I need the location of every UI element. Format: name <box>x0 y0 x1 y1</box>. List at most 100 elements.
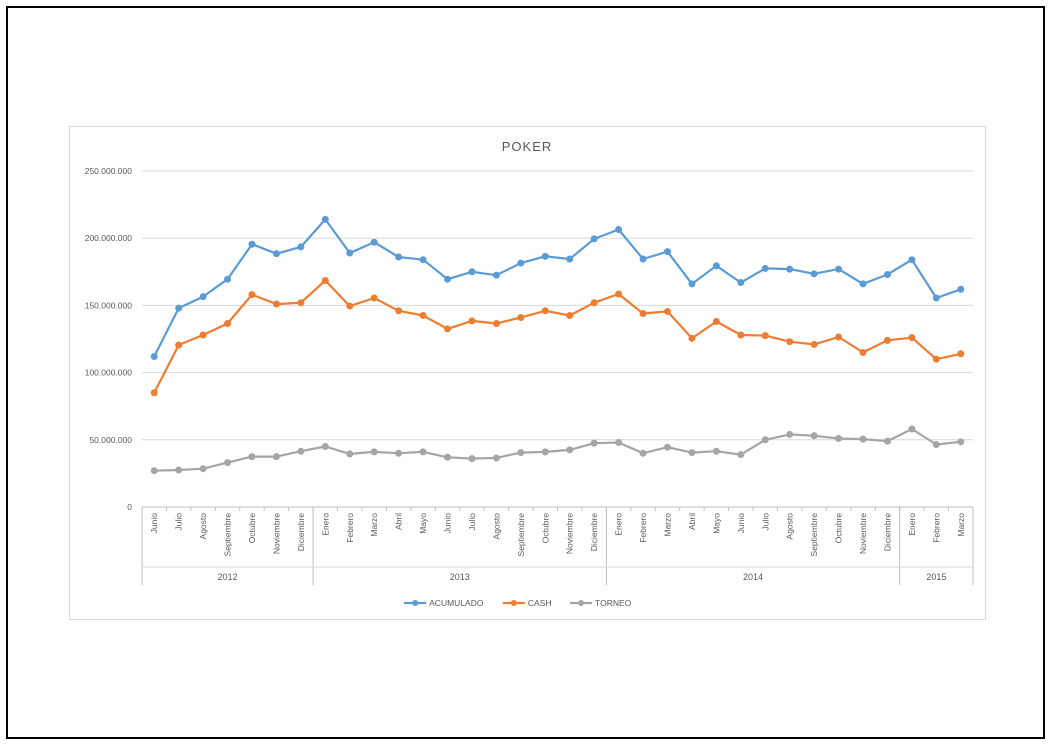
data-point-torneo <box>541 448 549 456</box>
data-point-cash <box>737 331 745 339</box>
x-tick-label: Noviembre <box>565 513 575 554</box>
data-point-torneo <box>957 438 965 446</box>
data-point-cash <box>272 300 280 308</box>
data-point-cash <box>688 334 696 342</box>
x-tick-label: Septiembre <box>516 513 526 557</box>
chart-title: POKER <box>502 139 553 154</box>
x-tick-label: Julio <box>760 513 770 531</box>
data-point-torneo <box>786 430 794 438</box>
data-point-cash <box>908 334 916 342</box>
x-tick-label: Marzo <box>956 513 966 537</box>
data-point-acumulado <box>859 280 867 288</box>
x-tick-label: Enero <box>614 513 624 536</box>
data-point-cash <box>224 320 232 328</box>
data-point-torneo <box>199 465 207 473</box>
data-point-cash <box>248 291 256 299</box>
data-point-torneo <box>810 432 818 440</box>
x-tick-label: Junio <box>443 513 453 534</box>
data-point-cash <box>419 311 427 319</box>
y-tick-label: 200.000.000 <box>85 233 133 243</box>
data-point-acumulado <box>395 253 403 261</box>
data-point-torneo <box>297 447 305 455</box>
x-tick-label: Octubre <box>247 513 257 544</box>
x-tick-label: Marzo <box>369 513 379 537</box>
data-point-torneo <box>566 446 574 454</box>
data-point-torneo <box>419 448 427 456</box>
x-tick-label: Agosto <box>198 513 208 540</box>
legend-label: TORNEO <box>595 598 632 608</box>
data-point-cash <box>468 317 476 325</box>
data-point-torneo <box>395 449 403 457</box>
y-tick-label: 0 <box>127 502 132 512</box>
data-point-torneo <box>468 455 476 463</box>
x-tick-label: Noviembre <box>271 513 281 554</box>
data-point-cash <box>321 277 329 285</box>
data-point-cash <box>639 309 647 317</box>
data-point-torneo <box>370 448 378 456</box>
data-point-acumulado <box>199 293 207 301</box>
data-point-cash <box>517 313 525 321</box>
data-point-cash <box>444 325 452 333</box>
x-tick-label: Junio <box>736 513 746 534</box>
x-tick-label: Febrero <box>638 513 648 543</box>
data-point-torneo <box>248 453 256 461</box>
data-point-acumulado <box>224 275 232 283</box>
data-point-cash <box>590 299 598 307</box>
data-point-torneo <box>883 437 891 445</box>
poker-line-chart: POKER 0 50.000.000 100.000.000 150.000.000 2… <box>85 139 974 608</box>
data-point-acumulado <box>688 280 696 288</box>
data-point-acumulado <box>810 270 818 278</box>
x-tick-label: Marzo <box>662 513 672 537</box>
data-point-acumulado <box>786 265 794 273</box>
data-point-cash <box>199 331 207 339</box>
data-point-acumulado <box>883 270 891 278</box>
data-point-acumulado <box>566 255 574 263</box>
data-point-torneo <box>175 466 183 474</box>
data-point-acumulado <box>370 238 378 246</box>
data-point-acumulado <box>835 265 843 273</box>
y-tick-label: 100.000.000 <box>85 368 133 378</box>
y-tick-label: 50.000.000 <box>89 435 132 445</box>
y-tick-label: 250.000.000 <box>85 166 133 176</box>
data-point-cash <box>712 318 720 326</box>
data-point-acumulado <box>175 304 183 312</box>
data-point-cash <box>859 348 867 356</box>
data-point-cash <box>786 338 794 346</box>
series-line-acumulado <box>153 218 962 357</box>
series-lines <box>150 215 965 475</box>
data-point-cash <box>932 355 940 363</box>
data-point-torneo <box>150 467 158 475</box>
legend-label: CASH <box>528 598 552 608</box>
data-point-torneo <box>737 451 745 459</box>
data-point-acumulado <box>248 240 256 248</box>
data-point-torneo <box>492 454 500 462</box>
x-tick-label: Diciembre <box>882 513 892 552</box>
data-point-acumulado <box>346 249 354 257</box>
data-point-acumulado <box>297 243 305 251</box>
data-point-acumulado <box>908 256 916 264</box>
data-point-cash <box>615 290 623 298</box>
chart-area: POKER 0 50.000.000 100.000.000 150.000.000 2… <box>69 126 986 620</box>
x-tick-label: Diciembre <box>589 513 599 552</box>
data-point-torneo <box>908 425 916 433</box>
year-label: 2014 <box>743 572 763 582</box>
data-point-cash <box>370 294 378 302</box>
data-point-acumulado <box>615 225 623 233</box>
data-point-acumulado <box>444 275 452 283</box>
x-tick-label: Noviembre <box>858 513 868 554</box>
year-label: 2012 <box>218 572 238 582</box>
data-point-acumulado <box>761 264 769 272</box>
data-point-cash <box>957 350 965 358</box>
data-point-acumulado <box>541 252 549 260</box>
data-point-acumulado <box>590 235 598 243</box>
x-tick-label: Julio <box>467 513 477 531</box>
x-tick-label: Agosto <box>785 513 795 540</box>
x-tick-label: Mayo <box>418 513 428 534</box>
data-point-cash <box>541 307 549 315</box>
data-point-acumulado <box>419 256 427 264</box>
data-point-acumulado <box>492 271 500 279</box>
data-point-torneo <box>932 441 940 449</box>
data-point-torneo <box>761 436 769 444</box>
legend-swatch-marker <box>578 600 585 606</box>
x-tick-label: Mayo <box>711 513 721 534</box>
